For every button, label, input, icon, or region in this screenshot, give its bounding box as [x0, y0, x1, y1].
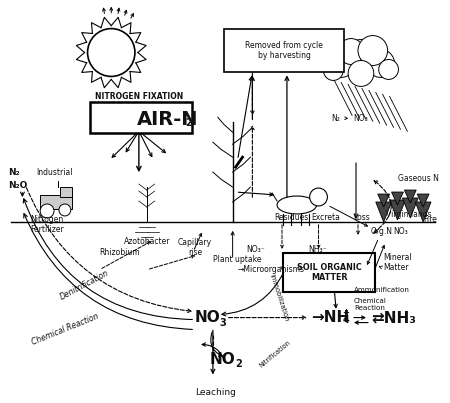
Text: Rhizobium: Rhizobium	[99, 248, 140, 257]
Text: →NH: →NH	[311, 310, 350, 325]
Text: Leaching: Leaching	[195, 388, 236, 397]
Polygon shape	[378, 194, 390, 207]
Circle shape	[358, 35, 387, 65]
Polygon shape	[376, 202, 392, 222]
Text: Loss: Loss	[353, 214, 370, 222]
Text: N₂: N₂	[331, 114, 340, 123]
Text: +: +	[342, 308, 349, 317]
Text: NO₃: NO₃	[394, 227, 408, 237]
Text: AIR-N: AIR-N	[137, 110, 198, 129]
Text: Org.N: Org.N	[371, 227, 393, 237]
Text: NO: NO	[210, 352, 236, 367]
Text: Chemical Reaction: Chemical Reaction	[30, 312, 99, 347]
Circle shape	[379, 60, 398, 79]
Circle shape	[343, 39, 379, 75]
Text: Azotobacter: Azotobacter	[123, 237, 170, 246]
Text: Denitrification: Denitrification	[58, 268, 111, 301]
Text: →Microorganisms: →Microorganisms	[238, 265, 305, 274]
Text: Excreta: Excreta	[311, 214, 341, 222]
Text: Plant uptake: Plant uptake	[213, 255, 261, 264]
Polygon shape	[417, 194, 429, 207]
Text: Nitrification: Nitrification	[258, 340, 292, 369]
Text: Industrial: Industrial	[36, 168, 73, 177]
Text: NH₃⁻: NH₃⁻	[308, 245, 326, 254]
Bar	[60, 187, 72, 197]
Text: Gaseous N: Gaseous N	[398, 174, 439, 183]
Text: Chemical
Reaction: Chemical Reaction	[354, 298, 387, 311]
Circle shape	[59, 204, 71, 216]
Ellipse shape	[277, 196, 316, 214]
Polygon shape	[390, 200, 405, 220]
Text: ⇄NH₃: ⇄NH₃	[371, 310, 416, 325]
Bar	[40, 195, 72, 209]
FancyBboxPatch shape	[284, 253, 375, 292]
Text: NO: NO	[194, 310, 220, 325]
Text: SOIL ORGANIC
MATTER: SOIL ORGANIC MATTER	[297, 263, 362, 283]
Text: N₂: N₂	[9, 168, 20, 177]
Text: Immobilization: Immobilization	[269, 273, 289, 322]
Text: Fire: Fire	[423, 216, 437, 224]
Text: 2: 2	[236, 359, 243, 370]
Circle shape	[324, 60, 343, 81]
Text: 2: 2	[185, 118, 192, 128]
Polygon shape	[415, 202, 431, 222]
Circle shape	[367, 50, 395, 77]
FancyBboxPatch shape	[90, 102, 192, 133]
Text: 3: 3	[220, 318, 226, 328]
Text: Nitrogen
Fertilizer: Nitrogen Fertilizer	[30, 215, 64, 235]
FancyBboxPatch shape	[224, 29, 344, 72]
Polygon shape	[402, 198, 418, 218]
Text: Virgin lands: Virgin lands	[386, 210, 431, 220]
Circle shape	[310, 188, 328, 206]
Text: 4: 4	[342, 315, 349, 324]
Circle shape	[40, 204, 54, 218]
Text: Removed from cycle
by harvesting: Removed from cycle by harvesting	[245, 41, 323, 60]
Circle shape	[338, 39, 364, 64]
Text: Mineral
Matter: Mineral Matter	[384, 253, 412, 272]
Text: Capillary
rise: Capillary rise	[178, 238, 212, 257]
Polygon shape	[405, 190, 416, 203]
Text: NO₃: NO₃	[353, 114, 368, 123]
Text: NO₃⁻: NO₃⁻	[247, 245, 265, 254]
Text: N₂O: N₂O	[9, 181, 28, 189]
Text: NITROGEN FIXATION: NITROGEN FIXATION	[95, 92, 183, 101]
Polygon shape	[392, 192, 403, 205]
Text: Ammonification: Ammonification	[354, 287, 410, 293]
Circle shape	[348, 60, 374, 86]
Text: Residues: Residues	[274, 214, 308, 222]
Circle shape	[328, 50, 355, 77]
